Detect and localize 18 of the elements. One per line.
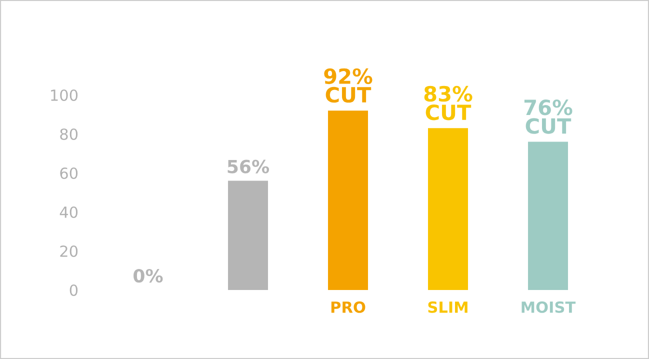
y-tick-label: 20 — [60, 245, 78, 258]
bar — [228, 180, 268, 290]
data-label: 0% — [134, 268, 163, 283]
bar — [328, 110, 368, 290]
data-label: 76% CUT — [524, 100, 572, 134]
x-tick-label: MOIST — [522, 301, 576, 313]
y-tick-label: 0 — [70, 284, 78, 296]
y-tick-label: 60 — [60, 167, 78, 180]
x-tick-label: PRO — [331, 301, 366, 313]
data-label: 56% — [228, 160, 270, 174]
bar — [428, 128, 468, 290]
bar — [528, 142, 568, 290]
data-label: 83% CUT — [424, 86, 472, 120]
y-tick-label: 100 — [51, 89, 78, 102]
x-tick-label: SLIM — [428, 301, 468, 313]
y-tick-label: 40 — [60, 206, 78, 218]
data-label: 92% CUT — [324, 68, 372, 103]
y-tick-label: 80 — [60, 128, 78, 140]
